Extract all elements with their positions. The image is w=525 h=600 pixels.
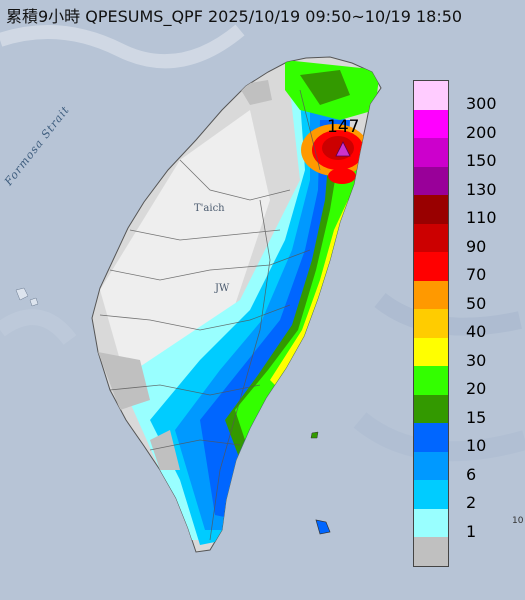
rainfall-zones [98, 60, 380, 545]
legend-tick-label: 130 [466, 179, 497, 199]
rainfall-color-scale [413, 80, 449, 567]
map-title: 累積9小時 QPESUMS_QPF 2025/10/19 09:50~10/19… [6, 7, 463, 26]
legend-swatch [414, 337, 448, 366]
county-boundaries [99, 89, 321, 541]
orchid-island [315, 519, 331, 535]
green-island [310, 431, 319, 439]
legend-swatch [414, 195, 448, 224]
legend-swatch [414, 451, 448, 480]
legend-tick-label: 70 [466, 265, 487, 284]
legend-tick-label: 1 [466, 521, 477, 541]
legend-tick-label: 30 [466, 350, 487, 370]
legend-swatch [414, 81, 448, 110]
legend-swatch [414, 537, 448, 566]
legend-tick-label: 40 [466, 322, 487, 341]
legend-tick-label: 10 [466, 436, 487, 455]
legend-tick-label: 150 [466, 151, 497, 170]
penghu-islands [15, 287, 39, 307]
taichung-label: T'aich [194, 203, 225, 214]
central-label: JW [215, 283, 230, 294]
legend-swatch [414, 309, 448, 338]
legend-swatch [414, 252, 448, 281]
legend-tick-label: 200 [466, 122, 497, 142]
legend-swatch [414, 394, 448, 423]
max-rainfall-triangle-icon [335, 141, 351, 157]
legend-tick-label: 300 [466, 94, 497, 113]
legend-tick-label: 2 [466, 493, 477, 512]
legend-tick-label: 20 [466, 379, 487, 398]
legend-swatch [414, 166, 448, 195]
legend-tick-label: 90 [466, 236, 487, 256]
legend-tick-label: 6 [466, 464, 477, 484]
legend-swatch [414, 508, 448, 537]
legend-swatch [414, 423, 448, 452]
legend-swatch [414, 109, 448, 138]
legend-swatch [414, 480, 448, 509]
edge-value-label: 10 [512, 516, 524, 526]
legend-swatch [414, 366, 448, 395]
legend-tick-label: 15 [466, 407, 487, 427]
legend-swatch [414, 138, 448, 167]
legend-tick-label: 50 [466, 293, 487, 313]
legend-tick-label: 110 [466, 208, 497, 227]
max-rainfall-value: 147 [327, 117, 360, 137]
legend-swatch [414, 223, 448, 252]
legend-swatch [414, 280, 448, 309]
